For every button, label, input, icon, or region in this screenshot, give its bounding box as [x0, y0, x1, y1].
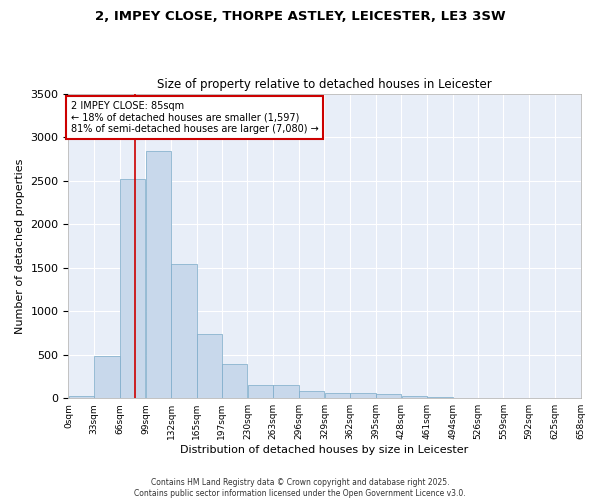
Bar [94, 356, 119, 398]
Bar [222, 364, 247, 398]
Bar [68, 396, 94, 398]
Bar [146, 151, 171, 398]
Text: Contains HM Land Registry data © Crown copyright and database right 2025.
Contai: Contains HM Land Registry data © Crown c… [134, 478, 466, 498]
Bar [273, 384, 299, 398]
Title: Size of property relative to detached houses in Leicester: Size of property relative to detached ho… [157, 78, 492, 91]
Bar [350, 394, 376, 398]
X-axis label: Distribution of detached houses by size in Leicester: Distribution of detached houses by size … [181, 445, 469, 455]
Bar [427, 397, 452, 398]
Bar [325, 393, 350, 398]
Y-axis label: Number of detached properties: Number of detached properties [15, 158, 25, 334]
Bar [172, 264, 197, 398]
Bar [299, 391, 324, 398]
Bar [120, 179, 145, 398]
Bar [401, 396, 427, 398]
Bar [197, 334, 223, 398]
Bar [376, 394, 401, 398]
Bar [248, 384, 273, 398]
Text: 2, IMPEY CLOSE, THORPE ASTLEY, LEICESTER, LE3 3SW: 2, IMPEY CLOSE, THORPE ASTLEY, LEICESTER… [95, 10, 505, 23]
Text: 2 IMPEY CLOSE: 85sqm
← 18% of detached houses are smaller (1,597)
81% of semi-de: 2 IMPEY CLOSE: 85sqm ← 18% of detached h… [71, 100, 319, 134]
